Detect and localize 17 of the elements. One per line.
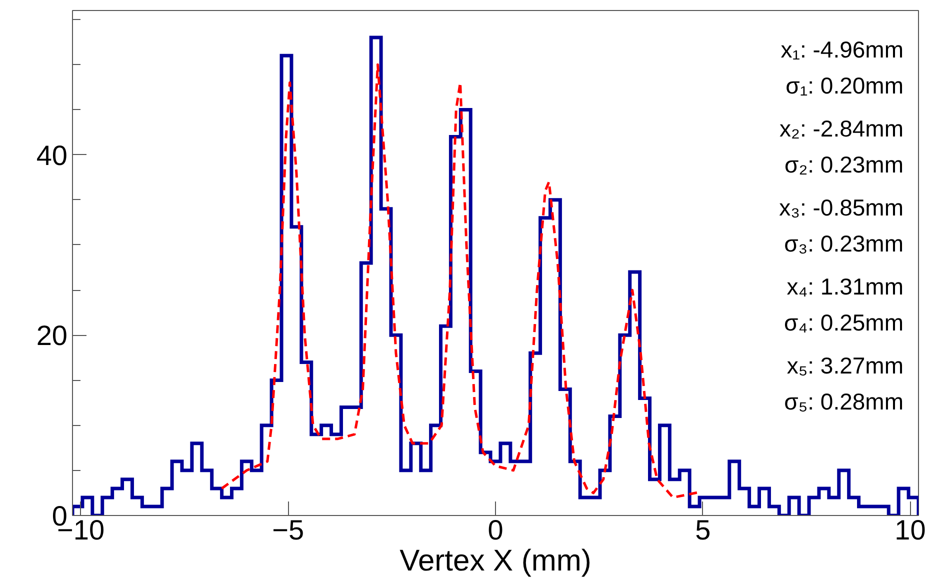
annotation: σ₄: 0.25mm bbox=[784, 310, 904, 336]
annotation: σ₁: 0.20mm bbox=[786, 72, 904, 98]
annotation: x₂: -2.84mm bbox=[780, 116, 904, 142]
annotation: x₁: -4.96mm bbox=[780, 36, 904, 62]
x-tick-label: 5 bbox=[695, 514, 711, 546]
x-axis-title: Vertex X (mm) bbox=[400, 544, 592, 578]
y-tick-label: 20 bbox=[36, 320, 68, 352]
annotation: x₅: 3.27mm bbox=[786, 352, 904, 378]
annotation: x₄: 1.31mm bbox=[786, 274, 904, 300]
annotation: x₃: -0.85mm bbox=[779, 194, 904, 220]
annotation: σ₃: 0.23mm bbox=[784, 230, 904, 256]
x-tick-label: 0 bbox=[488, 514, 504, 546]
y-tick-label: 40 bbox=[36, 140, 68, 171]
x-tick-label: −5 bbox=[272, 514, 304, 546]
annotation: σ₅: 0.28mm bbox=[784, 388, 904, 414]
x-tick-label: 10 bbox=[894, 514, 926, 546]
annotation: σ₂: 0.23mm bbox=[784, 152, 904, 178]
